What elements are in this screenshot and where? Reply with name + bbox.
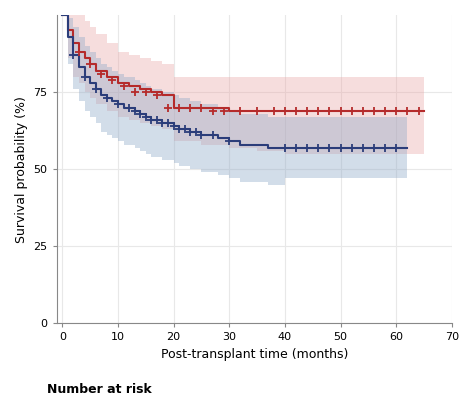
Point xyxy=(70,52,77,58)
Point xyxy=(164,104,172,111)
Point xyxy=(75,49,83,55)
Point xyxy=(370,108,378,114)
Point xyxy=(159,120,166,126)
Point xyxy=(315,144,322,151)
Point xyxy=(220,108,228,114)
Point xyxy=(392,144,400,151)
Point xyxy=(170,123,177,129)
Y-axis label: Survival probability (%): Survival probability (%) xyxy=(15,96,28,243)
Point xyxy=(209,132,216,138)
Point xyxy=(147,117,155,123)
Point xyxy=(153,117,161,123)
Point xyxy=(186,104,194,111)
Point xyxy=(348,144,356,151)
Point xyxy=(198,104,205,111)
Point xyxy=(131,89,138,95)
Point xyxy=(359,144,367,151)
Point xyxy=(164,120,172,126)
Point xyxy=(337,144,345,151)
Point xyxy=(142,89,150,95)
Point xyxy=(125,104,133,111)
Point xyxy=(303,144,311,151)
Point xyxy=(226,138,233,145)
Point xyxy=(131,108,138,114)
X-axis label: Post-transplant time (months): Post-transplant time (months) xyxy=(161,348,348,361)
Point xyxy=(292,144,300,151)
Point xyxy=(192,129,200,135)
Point xyxy=(337,108,345,114)
Point xyxy=(120,83,128,89)
Point xyxy=(326,144,333,151)
Point xyxy=(303,108,311,114)
Point xyxy=(175,104,183,111)
Point xyxy=(382,144,389,151)
Point xyxy=(181,126,189,132)
Point xyxy=(114,101,122,108)
Point xyxy=(326,108,333,114)
Point xyxy=(281,144,289,151)
Point xyxy=(348,108,356,114)
Point xyxy=(382,108,389,114)
Point xyxy=(153,92,161,98)
Point xyxy=(292,108,300,114)
Point xyxy=(109,76,116,83)
Point xyxy=(137,110,144,117)
Point xyxy=(142,114,150,120)
Point xyxy=(404,108,411,114)
Point xyxy=(175,126,183,132)
Point xyxy=(237,108,244,114)
Point xyxy=(198,132,205,138)
Point xyxy=(281,108,289,114)
Point xyxy=(81,74,88,80)
Point xyxy=(253,108,261,114)
Point xyxy=(415,108,422,114)
Point xyxy=(270,108,278,114)
Point xyxy=(209,108,216,114)
Point xyxy=(186,129,194,135)
Point xyxy=(103,95,110,102)
Point xyxy=(92,86,100,92)
Text: Number at risk: Number at risk xyxy=(47,383,152,396)
Point xyxy=(370,144,378,151)
Point xyxy=(392,108,400,114)
Point xyxy=(315,108,322,114)
Point xyxy=(359,108,367,114)
Point xyxy=(98,70,105,77)
Point xyxy=(86,61,94,68)
